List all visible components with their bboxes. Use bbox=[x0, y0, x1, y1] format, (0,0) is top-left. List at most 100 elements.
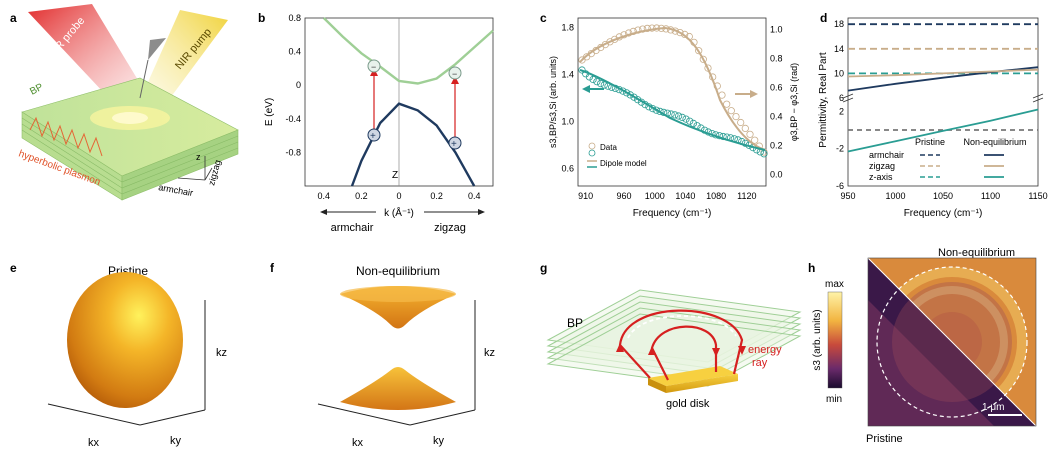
ylabel-right-c: φ3,BP − φ3,Si (rad) bbox=[789, 63, 799, 141]
y-tick-right-c-2: 0.6 bbox=[770, 83, 783, 93]
svg-text:+: + bbox=[451, 139, 457, 150]
gold-disk-label: gold disk bbox=[666, 398, 710, 410]
y-tick-right-c-3: 0.4 bbox=[770, 111, 783, 121]
transition-arrows: − − + + bbox=[367, 59, 462, 150]
kx-e: kx bbox=[88, 437, 100, 449]
conduction-band bbox=[322, 17, 494, 85]
xlabel-c: Frequency (cm⁻¹) bbox=[633, 208, 712, 219]
x-tick-b-1: 0.2 bbox=[355, 191, 368, 201]
svg-text:−: − bbox=[371, 62, 376, 72]
phase-point bbox=[727, 107, 735, 115]
x-tick-c-5: 1120 bbox=[737, 191, 756, 201]
panel-f: f Non-equilibrium kx ky kz bbox=[270, 261, 495, 449]
lower-hyperboloid bbox=[340, 367, 456, 410]
amplitude-point bbox=[656, 107, 664, 116]
x-tick-c-4: 1080 bbox=[706, 191, 726, 201]
y-tick-d-6: -6 bbox=[836, 181, 844, 191]
bp-label: BP bbox=[28, 82, 45, 98]
panel-letter-e: e bbox=[10, 261, 17, 275]
phase-point bbox=[643, 24, 651, 32]
legend-data: Data bbox=[600, 143, 617, 152]
panel-d: d Pristine Non-equilibrium armchair zigz… bbox=[818, 11, 1048, 219]
x-tick-d-4: 1150 bbox=[1028, 191, 1047, 201]
phase-point bbox=[676, 28, 684, 37]
y-tick-left-c-1: 1.4 bbox=[561, 69, 574, 79]
pristine-label-h: Pristine bbox=[866, 433, 903, 445]
near-field-map bbox=[868, 258, 1036, 426]
legend-row-armchair: armchair bbox=[869, 150, 904, 160]
phase-data bbox=[578, 24, 768, 156]
phase-point bbox=[741, 124, 749, 132]
amplitude-point bbox=[593, 78, 601, 86]
afm-tip bbox=[148, 38, 166, 60]
x-tick-b-2: 0 bbox=[396, 191, 401, 201]
ylabel-b: E (eV) bbox=[264, 98, 275, 126]
kz-e: kz bbox=[216, 347, 227, 359]
x-tick-b-3: 0.2 bbox=[430, 191, 443, 201]
y-tick-d-5: -2 bbox=[836, 144, 844, 154]
colorbar-label: s3 (arb. units) bbox=[812, 309, 823, 370]
y-tick-left-c-0: 1.8 bbox=[561, 22, 574, 32]
energy-label: energy bbox=[748, 344, 782, 356]
amplitude-point bbox=[667, 110, 675, 118]
bp-slab bbox=[21, 77, 239, 201]
legend-row-zaxis: z-axis bbox=[869, 172, 893, 182]
hole-marker bbox=[367, 128, 381, 142]
x-tick-d-3: 1100 bbox=[981, 191, 1000, 201]
amplitude-model-line bbox=[579, 69, 766, 151]
panel-g: g BP energy ray gold disk bbox=[540, 261, 802, 410]
phase-point bbox=[723, 100, 731, 108]
svg-text:+: + bbox=[370, 131, 376, 142]
y-tick-d-0: 18 bbox=[834, 19, 844, 29]
x-tick-d-0: 950 bbox=[840, 191, 855, 201]
y-tick-d-3: 6 bbox=[839, 93, 844, 103]
x-tick-b-4: 0.4 bbox=[468, 191, 481, 201]
z-point-label: Z bbox=[392, 170, 398, 181]
zigzag-dir-label: zigzag bbox=[434, 222, 466, 234]
colorbar bbox=[827, 291, 843, 389]
amplitude-point bbox=[600, 81, 608, 89]
y-tick-right-c-5: 0.0 bbox=[770, 169, 783, 179]
energy-rays bbox=[618, 309, 744, 381]
z-label: z bbox=[196, 152, 201, 162]
title-h: Non-equilibrium bbox=[938, 247, 1015, 259]
phase-point bbox=[732, 113, 740, 121]
y-tick-b-4: -0.8 bbox=[285, 147, 301, 157]
colorbar-min: min bbox=[826, 394, 842, 405]
panel-letter-a: a bbox=[10, 11, 17, 25]
ray-label: ray bbox=[752, 357, 768, 369]
amplitude-point bbox=[589, 75, 597, 84]
phase-point bbox=[751, 136, 759, 144]
panel-c: c Data Dipole model 1.8 1.4 1.0 0.6 1.0 0.8 0… bbox=[540, 11, 799, 219]
y-ticks-b: 0.8 0.4 0 -0.4 -0.8 bbox=[285, 13, 301, 157]
x-tick-b-0: 0.4 bbox=[318, 191, 331, 201]
bp-layers-g bbox=[546, 289, 802, 387]
axis-break bbox=[842, 93, 1044, 103]
y-tick-b-0: 0.8 bbox=[288, 13, 301, 23]
y-ticks-right-c: 1.0 0.8 0.6 0.4 0.2 0.0 bbox=[770, 25, 783, 180]
amplitude-point bbox=[674, 112, 683, 120]
plot-frame-d bbox=[847, 17, 1039, 187]
y-tick-d-1: 14 bbox=[834, 44, 844, 54]
ky-e: ky bbox=[170, 435, 182, 447]
amplitude-point bbox=[686, 117, 694, 125]
panel-h: h Non-equilibrium max min s3 (arb. units… bbox=[808, 247, 1037, 445]
ky-f: ky bbox=[433, 435, 445, 447]
legend-noneq: Non-equilibrium bbox=[963, 137, 1026, 147]
kx-f: kx bbox=[352, 437, 364, 449]
title-f: Non-equilibrium bbox=[356, 264, 440, 278]
band-series bbox=[322, 17, 494, 187]
amplitude-point bbox=[622, 89, 631, 97]
valence-band bbox=[350, 102, 476, 187]
fermi-ellipsoid bbox=[67, 272, 183, 408]
x-ticks-c: 910 960 1000 1040 1080 1120 bbox=[578, 191, 756, 201]
hole-marker bbox=[448, 136, 462, 150]
plot-frame-c bbox=[577, 17, 767, 187]
mir-beam bbox=[28, 4, 150, 110]
x-tick-c-3: 1040 bbox=[675, 191, 695, 201]
electron-marker bbox=[448, 66, 462, 80]
k-axes-f bbox=[317, 300, 476, 426]
amplitude-point bbox=[719, 132, 727, 141]
amplitude-point bbox=[682, 115, 690, 123]
